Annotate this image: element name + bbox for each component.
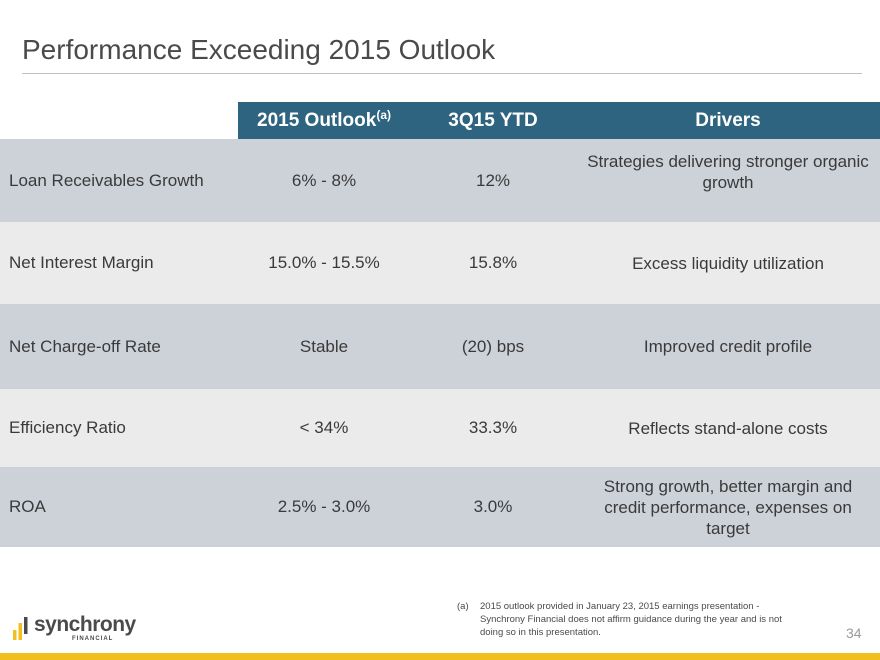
row-ytd: 3.0% [473,497,513,516]
table-row: Efficiency Ratio < 34% 33.3% Reflects st… [0,389,880,467]
synchrony-logo: synchrony FINANCIAL [12,613,136,645]
row-drivers-text: Reflects stand-alone costs [628,418,828,438]
row-label: Efficiency Ratio [9,418,126,437]
row-ytd: 15.8% [468,253,518,272]
table-header: 2015 Outlook(a) 3Q15 YTD Drivers [238,102,880,139]
header-outlook: 2015 Outlook(a) [238,102,410,139]
table-row: Net Charge-off Rate Stable (20) bps Impr… [0,304,880,389]
row-drivers: Improved credit profile [576,304,880,389]
row-drivers: Excess liquidity utilization [576,222,880,304]
row-drivers-text: Strategies delivering stronger organic g… [587,151,869,192]
footnote-mark: (a) [457,601,469,612]
row-outlook: 2.5% - 3.0% [277,497,371,516]
row-drivers: Reflects stand-alone costs [576,389,880,467]
page-number: 34 [846,625,862,641]
logo-subtext: FINANCIAL [72,636,114,642]
row-label: Loan Receivables Growth [9,170,204,190]
row-outlook: 6% - 8% [291,170,357,190]
page-title: Performance Exceeding 2015 Outlook [22,34,496,65]
table-row: Net Interest Margin 15.0% - 15.5% 15.8% … [0,222,880,304]
row-ytd: (20) bps [461,336,525,356]
row-drivers: Strategies delivering stronger organic g… [576,139,880,222]
bottom-accent-bar [0,653,880,660]
header-outlook-label: 2015 Outlook [257,110,377,131]
footnote-text: 2015 outlook provided in January 23, 201… [480,601,782,638]
row-label: ROA [9,497,46,516]
table-row: Loan Receivables Growth 6% - 8% 12% Stra… [0,139,880,222]
row-label: Net Charge-off Rate [9,336,161,356]
title-divider [22,73,862,74]
header-ytd: 3Q15 YTD [448,110,538,131]
row-drivers-text: Strong growth, better margin and credit … [603,476,853,538]
row-ytd: 12% [475,170,511,190]
table-row: ROA 2.5% - 3.0% 3.0% Strong growth, bett… [0,467,880,547]
row-outlook: < 34% [299,418,349,437]
header-outlook-footnote-mark: (a) [376,108,391,122]
row-drivers-text: Excess liquidity utilization [632,253,824,273]
synchrony-bars-icon [13,617,28,640]
row-drivers: Strong growth, better margin and credit … [576,467,880,547]
row-outlook: 15.0% - 15.5% [268,253,380,272]
row-label: Net Interest Margin [9,253,154,272]
logo-wordmark: synchrony [34,613,136,636]
row-ytd: 33.3% [468,418,518,437]
header-drivers: Drivers [695,110,761,131]
row-outlook: Stable [299,336,349,356]
row-drivers-text: Improved credit profile [643,337,813,356]
